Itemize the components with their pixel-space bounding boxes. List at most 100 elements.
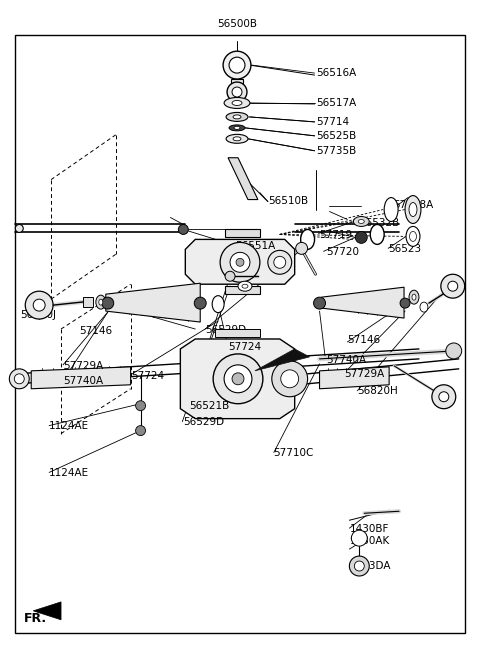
Text: 57710C: 57710C bbox=[274, 448, 314, 458]
Text: 57724: 57724 bbox=[228, 342, 262, 352]
Circle shape bbox=[136, 401, 145, 411]
Ellipse shape bbox=[409, 203, 417, 217]
Text: 57146: 57146 bbox=[347, 335, 380, 345]
Circle shape bbox=[274, 256, 286, 268]
Text: 57720: 57720 bbox=[326, 247, 359, 257]
Polygon shape bbox=[228, 158, 258, 199]
Ellipse shape bbox=[358, 219, 364, 223]
Circle shape bbox=[232, 87, 242, 97]
Circle shape bbox=[446, 343, 462, 359]
Polygon shape bbox=[106, 283, 200, 322]
Circle shape bbox=[223, 52, 251, 79]
Text: 56532B: 56532B bbox=[360, 217, 399, 227]
Circle shape bbox=[400, 298, 410, 308]
Circle shape bbox=[229, 57, 245, 73]
Ellipse shape bbox=[233, 137, 241, 140]
Text: 1430BF: 1430BF bbox=[350, 524, 389, 534]
Polygon shape bbox=[33, 602, 61, 619]
Ellipse shape bbox=[420, 302, 428, 312]
Polygon shape bbox=[185, 240, 295, 284]
Polygon shape bbox=[31, 367, 131, 389]
Ellipse shape bbox=[242, 284, 248, 288]
Ellipse shape bbox=[229, 125, 245, 131]
Circle shape bbox=[236, 258, 244, 266]
Text: 57718A: 57718A bbox=[393, 199, 433, 209]
Ellipse shape bbox=[409, 290, 419, 304]
Circle shape bbox=[313, 297, 325, 309]
Text: 57729A: 57729A bbox=[344, 369, 384, 379]
Ellipse shape bbox=[384, 197, 398, 221]
Text: 57146: 57146 bbox=[79, 326, 112, 336]
Ellipse shape bbox=[353, 217, 369, 226]
Circle shape bbox=[9, 369, 29, 389]
Text: 57719: 57719 bbox=[319, 229, 352, 240]
Ellipse shape bbox=[99, 299, 103, 305]
Polygon shape bbox=[225, 229, 260, 237]
Polygon shape bbox=[83, 297, 93, 307]
Text: 56525B: 56525B bbox=[316, 131, 357, 141]
Circle shape bbox=[281, 370, 299, 388]
Text: 57740A: 57740A bbox=[63, 376, 104, 386]
Polygon shape bbox=[255, 349, 310, 371]
Text: 57714: 57714 bbox=[316, 117, 349, 127]
Ellipse shape bbox=[370, 225, 384, 244]
Ellipse shape bbox=[212, 296, 224, 312]
Text: 1430AK: 1430AK bbox=[350, 536, 390, 546]
Polygon shape bbox=[225, 286, 260, 294]
Text: 56500B: 56500B bbox=[217, 19, 258, 29]
Text: 1124AE: 1124AE bbox=[49, 421, 89, 431]
Text: 57724: 57724 bbox=[131, 371, 164, 381]
Circle shape bbox=[351, 531, 367, 546]
Text: 1124AE: 1124AE bbox=[49, 468, 89, 478]
Text: 56551A: 56551A bbox=[235, 241, 276, 251]
Polygon shape bbox=[180, 339, 295, 419]
Ellipse shape bbox=[405, 195, 421, 223]
Text: 56516A: 56516A bbox=[316, 68, 357, 78]
Ellipse shape bbox=[233, 115, 241, 119]
Polygon shape bbox=[322, 287, 404, 318]
Text: 56529D: 56529D bbox=[183, 417, 224, 427]
Text: 57735B: 57735B bbox=[316, 147, 357, 157]
Circle shape bbox=[224, 365, 252, 393]
Ellipse shape bbox=[406, 226, 420, 246]
Circle shape bbox=[225, 271, 235, 281]
Text: 56820J: 56820J bbox=[21, 310, 57, 320]
Ellipse shape bbox=[232, 100, 242, 106]
Circle shape bbox=[213, 354, 263, 403]
Circle shape bbox=[448, 281, 458, 291]
Circle shape bbox=[136, 425, 145, 436]
Ellipse shape bbox=[409, 231, 417, 242]
Text: 1313DA: 1313DA bbox=[350, 561, 391, 571]
Bar bbox=[15, 35, 465, 633]
Circle shape bbox=[441, 274, 465, 298]
Circle shape bbox=[33, 299, 45, 311]
Ellipse shape bbox=[300, 229, 314, 250]
Circle shape bbox=[194, 297, 206, 309]
Ellipse shape bbox=[96, 295, 106, 309]
Ellipse shape bbox=[226, 112, 248, 121]
Text: 56517A: 56517A bbox=[316, 98, 357, 108]
Ellipse shape bbox=[15, 225, 23, 232]
Text: 56529D: 56529D bbox=[205, 325, 247, 335]
Circle shape bbox=[220, 242, 260, 282]
Circle shape bbox=[232, 373, 244, 385]
Circle shape bbox=[227, 82, 247, 102]
Circle shape bbox=[354, 561, 364, 571]
Circle shape bbox=[439, 392, 449, 401]
Text: 56820H: 56820H bbox=[357, 386, 397, 396]
Circle shape bbox=[272, 361, 308, 397]
Ellipse shape bbox=[224, 98, 250, 108]
Text: 56510B: 56510B bbox=[269, 196, 309, 206]
Circle shape bbox=[432, 385, 456, 409]
Circle shape bbox=[355, 231, 367, 244]
Circle shape bbox=[296, 242, 308, 254]
Circle shape bbox=[268, 250, 292, 274]
Ellipse shape bbox=[238, 281, 252, 291]
Circle shape bbox=[102, 297, 114, 309]
Circle shape bbox=[230, 252, 250, 272]
Ellipse shape bbox=[234, 126, 240, 129]
Polygon shape bbox=[231, 79, 243, 88]
Text: FR.: FR. bbox=[24, 612, 48, 625]
Circle shape bbox=[25, 291, 53, 319]
Text: 57740A: 57740A bbox=[326, 355, 366, 365]
